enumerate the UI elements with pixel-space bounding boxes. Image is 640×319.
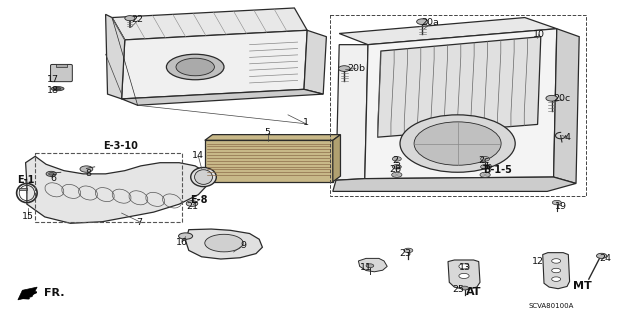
Text: 1: 1 xyxy=(303,118,309,127)
Circle shape xyxy=(552,268,561,273)
Circle shape xyxy=(546,95,557,101)
Text: 23: 23 xyxy=(399,249,411,258)
Text: E-1: E-1 xyxy=(17,175,35,185)
Polygon shape xyxy=(26,156,208,223)
Circle shape xyxy=(366,264,374,268)
Circle shape xyxy=(459,273,469,278)
Text: 16: 16 xyxy=(177,238,188,247)
FancyBboxPatch shape xyxy=(56,64,67,67)
Circle shape xyxy=(481,157,490,161)
Circle shape xyxy=(414,122,501,165)
Circle shape xyxy=(392,165,401,169)
Text: 7: 7 xyxy=(136,218,143,227)
Circle shape xyxy=(552,200,561,205)
Polygon shape xyxy=(122,30,307,99)
Polygon shape xyxy=(554,29,579,183)
Text: 24: 24 xyxy=(600,254,611,263)
Ellipse shape xyxy=(191,167,216,187)
Text: 13: 13 xyxy=(459,263,470,272)
FancyBboxPatch shape xyxy=(51,64,72,82)
Polygon shape xyxy=(339,18,557,45)
Text: 3b: 3b xyxy=(481,162,492,171)
Circle shape xyxy=(552,277,561,281)
Circle shape xyxy=(80,166,93,172)
Circle shape xyxy=(186,201,198,206)
Text: 2: 2 xyxy=(392,156,399,165)
Ellipse shape xyxy=(195,170,212,184)
Polygon shape xyxy=(358,258,387,272)
Text: 15: 15 xyxy=(22,212,33,221)
Text: AT: AT xyxy=(466,287,481,297)
Text: 6: 6 xyxy=(50,174,56,182)
Text: 20b: 20b xyxy=(347,64,365,73)
Polygon shape xyxy=(112,8,307,40)
Circle shape xyxy=(596,253,607,258)
Circle shape xyxy=(552,259,561,263)
Text: SCVA80100A: SCVA80100A xyxy=(529,303,574,309)
Bar xyxy=(19,188,27,190)
Ellipse shape xyxy=(54,88,61,90)
Ellipse shape xyxy=(205,234,243,252)
Text: 3: 3 xyxy=(394,162,401,171)
Text: B-1-5: B-1-5 xyxy=(483,165,513,175)
Circle shape xyxy=(481,165,490,169)
Circle shape xyxy=(392,172,402,177)
Polygon shape xyxy=(205,135,340,140)
Text: 9: 9 xyxy=(240,241,246,250)
FancyBboxPatch shape xyxy=(205,140,333,182)
Circle shape xyxy=(46,171,56,176)
Text: 4: 4 xyxy=(564,133,571,142)
Polygon shape xyxy=(336,45,368,180)
Text: 8: 8 xyxy=(85,169,92,178)
Circle shape xyxy=(480,172,490,177)
Text: FR.: FR. xyxy=(44,288,65,299)
Polygon shape xyxy=(122,89,323,105)
Text: 14: 14 xyxy=(193,151,204,160)
Ellipse shape xyxy=(166,54,224,80)
Polygon shape xyxy=(378,37,541,137)
Text: 11: 11 xyxy=(360,263,372,272)
Text: 12: 12 xyxy=(532,257,543,266)
Polygon shape xyxy=(543,253,570,289)
Circle shape xyxy=(125,16,135,21)
Text: MT: MT xyxy=(573,280,592,291)
Text: 19: 19 xyxy=(556,202,567,211)
Polygon shape xyxy=(365,29,557,179)
Polygon shape xyxy=(448,260,480,290)
Text: E-3-10: E-3-10 xyxy=(103,141,138,151)
Circle shape xyxy=(461,286,468,290)
Circle shape xyxy=(49,173,54,175)
Ellipse shape xyxy=(51,87,64,91)
Circle shape xyxy=(417,19,428,25)
Text: 20a: 20a xyxy=(421,18,439,27)
Text: 2c: 2c xyxy=(478,156,490,165)
Polygon shape xyxy=(333,135,340,182)
Polygon shape xyxy=(106,14,125,99)
Text: 10: 10 xyxy=(533,30,545,39)
Polygon shape xyxy=(186,229,262,259)
Polygon shape xyxy=(18,287,37,300)
Circle shape xyxy=(404,248,413,253)
Text: 5: 5 xyxy=(264,128,271,137)
Text: 21: 21 xyxy=(186,202,198,211)
Circle shape xyxy=(459,264,469,269)
Text: 17: 17 xyxy=(47,75,59,84)
Text: 18: 18 xyxy=(47,86,59,95)
Ellipse shape xyxy=(176,58,214,76)
Text: 20c: 20c xyxy=(554,94,570,103)
Text: 2b: 2b xyxy=(390,165,401,174)
Polygon shape xyxy=(304,30,326,94)
Ellipse shape xyxy=(179,233,193,239)
Circle shape xyxy=(400,115,515,172)
Circle shape xyxy=(392,157,401,161)
Text: E-8: E-8 xyxy=(189,195,207,205)
Circle shape xyxy=(339,66,350,71)
Polygon shape xyxy=(333,177,576,191)
Text: 25: 25 xyxy=(452,285,464,294)
Text: 22: 22 xyxy=(132,15,143,24)
